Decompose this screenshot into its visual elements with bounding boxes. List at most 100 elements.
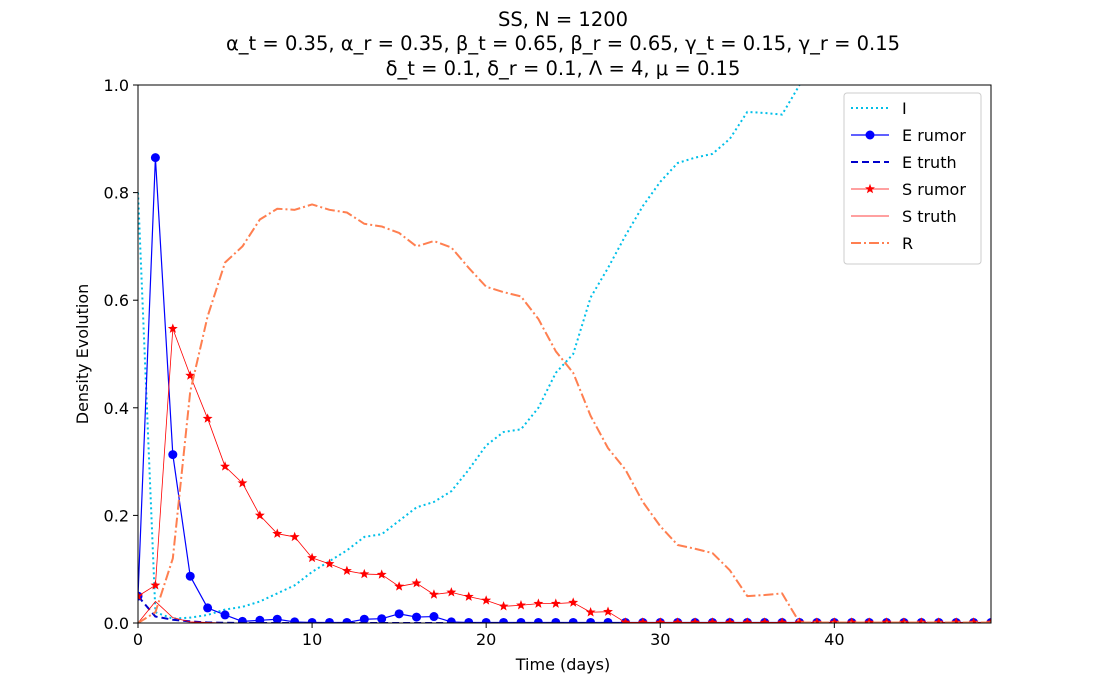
legend-marker (865, 130, 875, 140)
point-s-rumor (481, 595, 492, 605)
point-e-rumor (412, 612, 422, 622)
point-s-rumor (655, 617, 666, 623)
point-s-rumor (289, 531, 300, 542)
legend: I E rumor E truth S rumor S truth R (843, 92, 982, 265)
x-tick-label: 0 (133, 630, 143, 649)
point-e-rumor (429, 612, 439, 622)
point-e-rumor (464, 617, 474, 623)
legend-label: I (902, 99, 907, 118)
point-s-rumor (533, 598, 544, 608)
point-e-rumor (446, 617, 456, 623)
legend-item-s-truth: S truth (851, 207, 957, 226)
point-e-rumor (394, 609, 404, 619)
point-s-rumor (254, 510, 265, 520)
series-s-truth (138, 601, 991, 623)
legend-label: E truth (902, 153, 957, 172)
series-r (138, 203, 991, 623)
point-e-rumor (586, 617, 596, 623)
point-s-rumor (341, 565, 352, 576)
legend-label: E rumor (902, 126, 966, 145)
series-line-i (138, 85, 801, 620)
point-s-rumor (324, 558, 335, 569)
point-e-rumor (203, 603, 213, 613)
point-e-rumor (481, 617, 491, 623)
legend-item-e-truth: E truth (851, 153, 957, 172)
point-e-rumor (150, 153, 160, 163)
point-e-rumor (220, 610, 230, 620)
point-s-rumor (428, 589, 439, 599)
point-s-rumor (463, 591, 474, 601)
x-tick-label: 30 (650, 630, 670, 649)
point-s-rumor (220, 461, 230, 471)
y-tick-label: 0.6 (104, 291, 129, 310)
legend-item-e-rumor: E rumor (851, 126, 966, 145)
chart-subtitle-line-1: α_t = 0.35, α_r = 0.35, β_t = 0.65, β_r … (226, 32, 900, 55)
point-s-rumor (237, 477, 248, 488)
point-s-rumor (138, 590, 143, 601)
point-e-rumor (377, 614, 387, 623)
point-s-rumor (899, 617, 909, 623)
point-e-rumor (255, 615, 265, 623)
legend-item-r: R (851, 234, 913, 253)
y-tick-label: 1.0 (104, 76, 129, 95)
x-tick-label: 20 (476, 630, 496, 649)
point-s-rumor (167, 323, 178, 333)
point-e-rumor (185, 571, 195, 581)
plot-frame (137, 84, 992, 624)
point-e-rumor (168, 450, 178, 460)
series-line-s-truth (138, 601, 991, 623)
point-e-rumor (603, 617, 613, 623)
series-e-truth (138, 595, 991, 623)
point-s-rumor (446, 587, 457, 597)
chart-title: SS, N = 1200 (498, 8, 628, 31)
point-s-rumor (637, 617, 648, 623)
point-s-rumor (202, 413, 213, 423)
point-s-rumor (864, 617, 875, 623)
point-s-rumor (550, 598, 561, 608)
point-e-rumor (342, 617, 352, 623)
point-s-rumor (411, 577, 422, 588)
point-s-rumor (759, 617, 770, 623)
point-e-rumor (272, 614, 282, 623)
point-s-rumor (724, 617, 735, 623)
point-s-rumor (707, 617, 718, 623)
point-s-rumor (742, 617, 753, 623)
point-e-rumor (516, 617, 526, 623)
axes-layer: 0 10 20 30 40 0.0 0.2 0.4 0.6 0.8 1.0 (104, 76, 992, 649)
x-tick-label: 10 (302, 630, 322, 649)
point-s-rumor (672, 617, 683, 623)
point-s-rumor (394, 581, 405, 591)
y-axis-label: Density Evolution (73, 284, 92, 425)
point-e-rumor (324, 617, 334, 623)
point-e-rumor (290, 617, 300, 623)
y-tick-label: 0.4 (104, 399, 129, 418)
legend-label: S rumor (902, 180, 966, 199)
point-e-rumor (499, 617, 509, 623)
point-e-rumor (533, 617, 543, 623)
point-s-rumor (603, 606, 613, 616)
legend-label: S truth (902, 207, 957, 226)
point-s-rumor (829, 617, 840, 623)
legend-item-s-rumor: S rumor (851, 180, 966, 199)
series-line-e-truth (138, 595, 991, 623)
legend-label: R (902, 234, 913, 253)
series-s-rumor (138, 323, 991, 623)
series-line-s-rumor (138, 328, 991, 623)
point-s-rumor (585, 607, 596, 617)
series-i (138, 85, 801, 620)
point-s-rumor (376, 569, 387, 579)
chart-subtitle-line-2: δ_t = 0.1, δ_r = 0.1, Λ = 4, μ = 0.15 (386, 57, 741, 80)
y-tick-label: 0.0 (104, 614, 129, 633)
point-s-rumor (185, 370, 196, 380)
point-e-rumor (568, 617, 578, 623)
point-s-rumor (307, 552, 318, 563)
point-s-rumor (272, 528, 283, 538)
point-s-rumor (516, 600, 526, 610)
point-s-rumor (690, 617, 701, 623)
y-tick-label: 0.8 (104, 184, 129, 203)
series-line-r (138, 203, 991, 623)
point-e-rumor (307, 617, 317, 623)
point-s-rumor (777, 617, 788, 623)
point-s-rumor (568, 597, 579, 607)
